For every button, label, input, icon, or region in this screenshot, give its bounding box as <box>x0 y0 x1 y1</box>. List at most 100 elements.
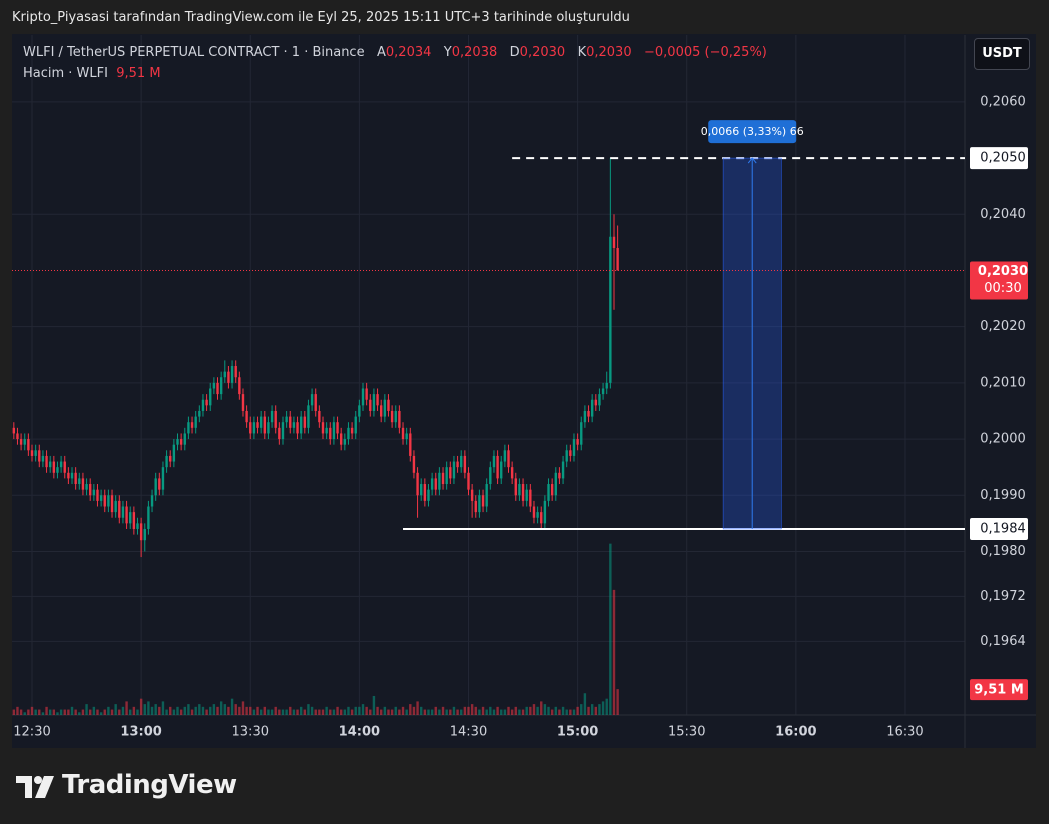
candle-body <box>296 422 299 434</box>
candle-body <box>390 410 394 423</box>
candle-body <box>70 472 74 479</box>
candle-body <box>201 399 205 411</box>
measure-arrow <box>747 157 757 164</box>
y-tick-label: 0,1972 <box>980 589 1026 604</box>
candle-body <box>125 506 128 524</box>
price-tag-label: 0,2050 <box>980 151 1026 166</box>
last-price-label: 0,2030 <box>978 264 1028 279</box>
x-tick-label: 13:30 <box>232 725 269 740</box>
candle-body <box>303 416 307 428</box>
volume-bar <box>216 706 219 715</box>
volume-bar <box>529 706 532 715</box>
volume-bar <box>452 706 456 715</box>
volume-bar <box>369 709 372 715</box>
volume-bar <box>361 704 365 715</box>
candle-body <box>376 394 379 406</box>
candle-body <box>139 523 143 541</box>
y-tick-label: 0,1980 <box>980 544 1026 559</box>
volume-bar <box>329 709 332 715</box>
volume-bar <box>63 709 66 715</box>
candle-body <box>23 439 26 445</box>
volume-bar <box>121 706 125 715</box>
candle-body <box>41 455 45 462</box>
volume-bar <box>136 709 139 715</box>
candle-body <box>332 422 336 440</box>
volume-bar <box>481 706 485 715</box>
candle-body <box>460 455 463 468</box>
volume-bar <box>125 701 128 715</box>
volume-bar <box>445 709 448 715</box>
currency-button[interactable]: USDT <box>974 38 1030 70</box>
candle-body <box>492 455 496 468</box>
symbol: WLFI / TetherUS PERPETUAL CONTRACT · 1 ·… <box>23 45 365 60</box>
candle-body <box>343 439 347 445</box>
volume-bar <box>187 704 190 715</box>
volume-bar <box>285 709 288 715</box>
candle-body <box>612 236 616 248</box>
candle-body <box>212 382 216 389</box>
high: 0,2038 <box>451 45 498 60</box>
volume-bar <box>594 706 598 715</box>
candle-body <box>292 422 296 428</box>
volume-bar <box>561 706 565 715</box>
change: −0,0005 (−0,25%) <box>644 45 767 60</box>
candle-body <box>187 422 190 434</box>
volume-bar <box>158 706 161 715</box>
volume-bar <box>318 709 321 715</box>
y-tick-label: 0,2000 <box>980 432 1026 447</box>
close-key: K <box>577 45 587 60</box>
volume-bar <box>518 709 521 715</box>
candle-body <box>198 410 201 417</box>
volume-bar <box>590 704 594 715</box>
volume-bar <box>132 706 136 715</box>
candle-body <box>329 427 332 440</box>
volume-bar <box>474 706 477 715</box>
candle-body <box>470 489 474 501</box>
candle-body <box>190 422 194 428</box>
volume-bar <box>165 709 168 715</box>
candle-body <box>176 439 179 445</box>
candle-body <box>114 500 117 513</box>
candle-body <box>500 461 503 479</box>
candle-body <box>19 439 23 445</box>
candle-body <box>587 410 590 417</box>
open-key: A <box>376 45 386 60</box>
candle-body <box>285 416 288 423</box>
candle-body <box>576 439 579 445</box>
candle-body <box>132 512 136 529</box>
volume-bar <box>543 704 547 715</box>
candle-body <box>270 410 274 423</box>
candle-body <box>85 484 88 490</box>
volume-legend: Hacim · WLFI 9,51 M <box>23 66 161 81</box>
volume-bar <box>325 706 328 715</box>
candle-body <box>336 422 339 434</box>
candle-body <box>103 495 106 507</box>
volume-bar <box>96 709 99 715</box>
candle-body <box>216 382 219 395</box>
candle-body <box>598 394 601 406</box>
volume-bar <box>467 706 470 715</box>
volume-bar <box>234 704 237 715</box>
high-key: Y <box>443 45 452 60</box>
volume-bar <box>256 706 259 715</box>
x-tick-label: 13:00 <box>120 725 161 740</box>
volume-bar <box>259 709 263 715</box>
volume-bar <box>56 712 59 715</box>
y-tick-label: 0,1990 <box>980 488 1026 503</box>
volume-bar <box>496 706 499 715</box>
candle-body <box>463 455 467 473</box>
volume-bar <box>463 706 467 715</box>
candle-body <box>445 467 448 485</box>
volume-bar <box>409 704 412 715</box>
volume-bar <box>212 704 216 715</box>
x-tick-label: 14:00 <box>339 725 380 740</box>
candle-body <box>325 427 328 434</box>
volume-bar <box>503 709 507 715</box>
candle-body <box>259 416 263 428</box>
volume-bar <box>179 709 183 715</box>
volume-bar <box>456 709 459 715</box>
volume-bar <box>176 706 179 715</box>
volume-bar <box>336 706 339 715</box>
candle-body <box>547 484 550 501</box>
candle-body <box>412 455 416 473</box>
